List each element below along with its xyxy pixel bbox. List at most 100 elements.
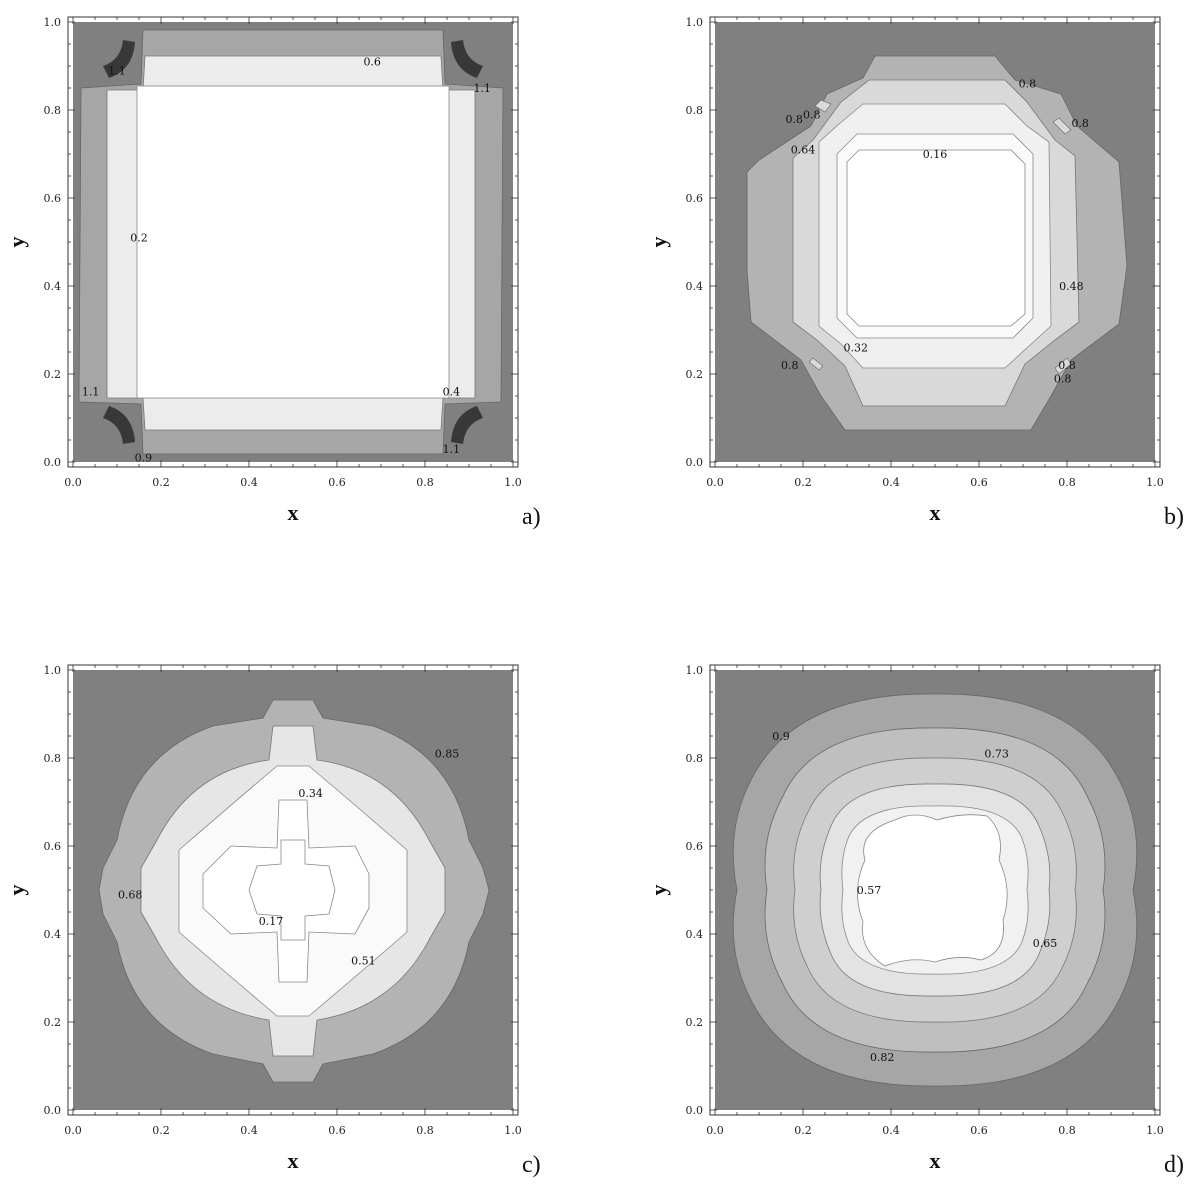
- panel-tag-c: c): [522, 1152, 541, 1178]
- axes-a: 0.00.0 0.2 0.2 0.4 0.4 0.6 0.6 0.8 0.8 1.0 1.0: [44, 16, 522, 489]
- x-tick-label: 1.0: [1146, 476, 1164, 489]
- y-tick-label: 0.4: [686, 928, 704, 941]
- plot-area-d: 0.9 0.73 0.57 0.65 0.82: [715, 670, 1155, 1110]
- y-tick-label: 0.6: [686, 840, 704, 853]
- contour-label: 0.34: [298, 787, 323, 800]
- plot-area-c: 0.85 0.34 0.68 0.17 0.51: [73, 670, 513, 1110]
- y-tick-label: 0.4: [44, 280, 62, 293]
- contour-label: 0.4: [443, 386, 461, 399]
- y-tick-label: 0.6: [44, 840, 62, 853]
- y-tick-label: 1.0: [686, 664, 704, 677]
- contour-label: 0.73: [984, 748, 1009, 761]
- x-axis-title-a: x: [288, 500, 299, 525]
- x-tick-label: 0.8: [1058, 1124, 1076, 1137]
- y-tick-label: 0.6: [44, 192, 62, 205]
- x-tick-label: 0.4: [882, 1124, 900, 1137]
- y-tick-label: 0.8: [686, 104, 704, 117]
- contour-plot-b: 0.16 0.32 0.48 0.64 0.8 0.8 0.8 0.8 0.8 0.8 0.8 0.…: [642, 0, 1194, 544]
- x-tick-label: 0.4: [240, 476, 258, 489]
- x-tick-label: 0.0: [64, 476, 82, 489]
- y-tick-label: 0.2: [44, 1016, 62, 1029]
- x-tick-label: 0.0: [64, 1124, 82, 1137]
- x-tick-label: 0.4: [882, 476, 900, 489]
- contour-label: 0.65: [1033, 937, 1058, 950]
- x-axis-title-d: x: [930, 1148, 941, 1173]
- contour-label: 1.1: [443, 443, 461, 456]
- contour-svg-c: 0.850.340.680.170.51 0.00.00.20.20.40.40…: [4, 664, 522, 1173]
- contour-label: 0.57: [857, 884, 882, 897]
- x-tick-label: 0.2: [794, 1124, 812, 1137]
- panel-tag-a: a): [522, 504, 541, 530]
- axes-b: 0.00.00.20.20.40.40.60.60.80.81.01.0: [686, 16, 1164, 489]
- x-tick-label: 1.0: [504, 1124, 522, 1137]
- contour-svg-a: 0.6 0.2 0.4 1.1 1.1 1.1 1.1 0.9 0.00.0 0.2 0.2 0.4…: [4, 16, 522, 525]
- x-tick-label: 0.8: [1058, 476, 1076, 489]
- y-tick-label: 0.0: [44, 456, 62, 469]
- contour-label: 0.6: [363, 56, 381, 69]
- y-tick-label: 1.0: [44, 16, 62, 29]
- contour-label: 0.8: [1019, 78, 1037, 91]
- x-tick-label: 0.0: [706, 1124, 724, 1137]
- y-tick-label: 0.2: [686, 1016, 704, 1029]
- contour-label: 0.9: [135, 452, 153, 465]
- x-tick-label: 0.6: [328, 1124, 346, 1137]
- contour-labels-b: 0.160.320.480.640.80.80.8 0.80.8 0.80.8: [781, 78, 1089, 386]
- y-tick-label: 0.0: [686, 456, 704, 469]
- contour-svg-b: 0.160.320.480.640.80.80.8 0.80.8 0.80.8 0.…: [646, 16, 1164, 525]
- contour-labels-a: 0.6 0.2 0.4 1.1 1.1 1.1 1.1 0.9: [82, 56, 491, 465]
- plot-area-a: 0.6 0.2 0.4 1.1 1.1 1.1 1.1 0.9: [73, 22, 513, 465]
- contour-plot-d: 0.9 0.73 0.57 0.65 0.82 0.0 0.0 0.2 0.2 0.4 0.4 0.…: [642, 648, 1194, 1186]
- contour-label: 0.68: [118, 888, 143, 901]
- contour-label: 0.16: [923, 148, 948, 161]
- contour-label: 0.48: [1059, 280, 1084, 293]
- contour-label: 0.32: [844, 342, 869, 355]
- x-tick-label: 0.4: [240, 1124, 258, 1137]
- y-axis-title-a: y: [4, 237, 29, 248]
- x-tick-label: 0.6: [970, 476, 988, 489]
- axes-d: 0.00.0 0.2 0.2 0.4 0.4 0.6 0.6 0.8 0.8 1.0 1.0: [686, 664, 1164, 1137]
- x-tick-label: 0.6: [328, 476, 346, 489]
- y-tick-label: 0.4: [686, 280, 704, 293]
- x-tick-label: 0.2: [152, 476, 170, 489]
- contour-plot-a: 0.6 0.2 0.4 1.1 1.1 1.1 1.1 0.9 0.0 0.0 0.2 0.2 0.4…: [0, 0, 560, 544]
- contour-svg-d: 0.9 0.73 0.57 0.65 0.82 0.00.0 0.2 0.2 0.4 0.4 0.…: [646, 664, 1164, 1173]
- y-tick-label: 0.8: [44, 752, 62, 765]
- y-tick-label: 0.4: [44, 928, 62, 941]
- contour-labels-c: 0.85 0.34 0.68 0.17 0.51: [118, 748, 459, 968]
- contour-label: 1.1: [82, 386, 100, 399]
- axes-c: 0.00.0 0.2 0.2 0.4 0.4 0.6 0.6 0.8 0.8 1.0 1.0: [44, 664, 522, 1137]
- y-tick-label: 0.6: [686, 192, 704, 205]
- y-tick-label: 0.8: [686, 752, 704, 765]
- contour-label: 0.8: [781, 359, 799, 372]
- y-tick-label: 0.8: [44, 104, 62, 117]
- y-tick-label: 0.0: [686, 1104, 704, 1117]
- contour-label: 0.2: [130, 232, 148, 245]
- contour-label: 0.51: [351, 954, 376, 967]
- contour-label: 0.8: [785, 113, 803, 126]
- contour-label: 0.8: [1054, 372, 1072, 385]
- y-tick-label: 0.0: [44, 1104, 62, 1117]
- plot-area-b: 0.160.320.480.640.80.80.8 0.80.8 0.80.8: [715, 22, 1155, 462]
- x-tick-label: 0.6: [970, 1124, 988, 1137]
- y-axis-title-d: y: [646, 885, 671, 896]
- x-tick-label: 0.2: [794, 476, 812, 489]
- contour-label: 0.85: [435, 748, 460, 761]
- y-tick-label: 0.2: [44, 368, 62, 381]
- y-axis-title-c: y: [4, 885, 29, 896]
- contour-label: 1.1: [473, 82, 491, 95]
- panel-tag-d: d): [1164, 1152, 1184, 1178]
- contour-label: 0.8: [1071, 117, 1089, 130]
- panel-tag-b: b): [1164, 504, 1184, 530]
- x-tick-label: 1.0: [504, 476, 522, 489]
- contour-label: 0.9: [772, 730, 790, 743]
- x-axis-title-c: x: [288, 1148, 299, 1173]
- contour-plot-c: 0.85 0.34 0.68 0.17 0.51 0.0 0.0 0.2 0.2 0.4 0.4 0…: [0, 648, 560, 1186]
- x-tick-label: 0.8: [416, 476, 434, 489]
- x-tick-label: 0.8: [416, 1124, 434, 1137]
- x-tick-label: 0.2: [152, 1124, 170, 1137]
- x-axis-title-b: x: [930, 500, 941, 525]
- contour-labels-d: 0.9 0.73 0.57 0.65 0.82: [772, 730, 1057, 1064]
- y-axis-title-b: y: [646, 237, 671, 248]
- contour-label: 0.82: [870, 1051, 895, 1064]
- y-tick-label: 1.0: [686, 16, 704, 29]
